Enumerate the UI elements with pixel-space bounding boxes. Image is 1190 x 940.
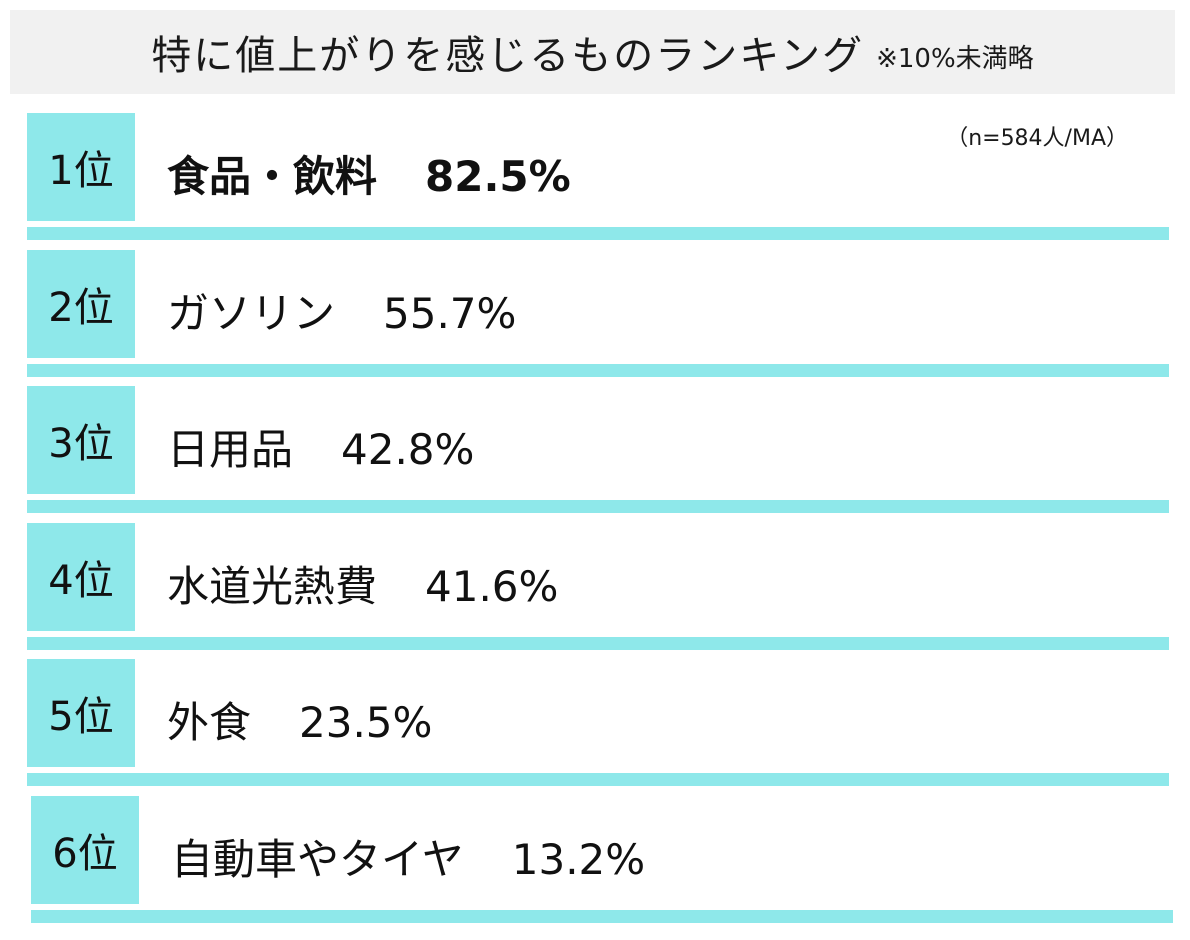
- rank-divider-bar: [31, 909, 1173, 923]
- chart-title: 特に値上がりを感じるものランキング: [151, 33, 865, 79]
- rank-item: 外食 23.5%: [167, 689, 432, 750]
- rank-badge: 2位: [27, 249, 135, 358]
- sample-size-note: （n=584人/MA）: [946, 126, 1128, 151]
- rank-item: 食品・飲料 82.5%: [167, 143, 571, 204]
- rank-item: 水道光熱費 41.6%: [167, 553, 558, 614]
- rank-item-value: 23.5%: [299, 698, 433, 747]
- rank-badge: 3位: [27, 386, 135, 494]
- rank-row: 3位 日用品 42.8%: [27, 386, 1169, 520]
- rank-row: 6位 自動車やタイヤ 13.2%: [31, 795, 1173, 930]
- rank-item: 自動車やタイヤ 13.2%: [171, 826, 645, 887]
- rank-item: ガソリン 55.7%: [167, 280, 516, 341]
- rank-badge: 5位: [27, 659, 135, 767]
- rank-row: 4位 水道光熱費 41.6%: [27, 522, 1169, 657]
- rank-item-label: ガソリン: [167, 288, 336, 338]
- rank-divider-bar: [27, 363, 1169, 377]
- rank-item-value: 55.7%: [383, 288, 517, 338]
- rank-badge: 6位: [31, 795, 139, 904]
- rank-item-label: 自動車やタイヤ: [171, 834, 464, 884]
- chart-note: ※10%未満略: [876, 43, 1034, 74]
- rank-badge: 4位: [27, 522, 135, 631]
- rank-item-label: 食品・飲料: [167, 152, 378, 201]
- rank-item-label: 外食: [167, 698, 252, 747]
- rank-row: 1位 食品・飲料 82.5%: [27, 113, 1169, 247]
- rank-divider-bar: [27, 500, 1169, 513]
- rank-row: 5位 外食 23.5%: [27, 659, 1169, 793]
- rank-divider-bar: [27, 227, 1169, 240]
- rank-item-label: 日用品: [167, 425, 294, 474]
- rank-item-value: 13.2%: [511, 834, 646, 884]
- rank-item: 日用品 42.8%: [167, 416, 474, 477]
- rank-item-value: 82.5%: [425, 152, 571, 201]
- rank-divider-bar: [27, 773, 1169, 786]
- rank-item-value: 41.6%: [425, 561, 559, 611]
- rank-badge: 1位: [27, 113, 135, 221]
- rank-item-label: 水道光熱費: [167, 561, 378, 611]
- chart-title-bar: 特に値上がりを感じるものランキング ※10%未満略: [10, 10, 1175, 94]
- rank-row: 2位 ガソリン 55.7%: [27, 249, 1169, 384]
- rank-item-value: 42.8%: [341, 425, 475, 474]
- rank-divider-bar: [27, 636, 1169, 650]
